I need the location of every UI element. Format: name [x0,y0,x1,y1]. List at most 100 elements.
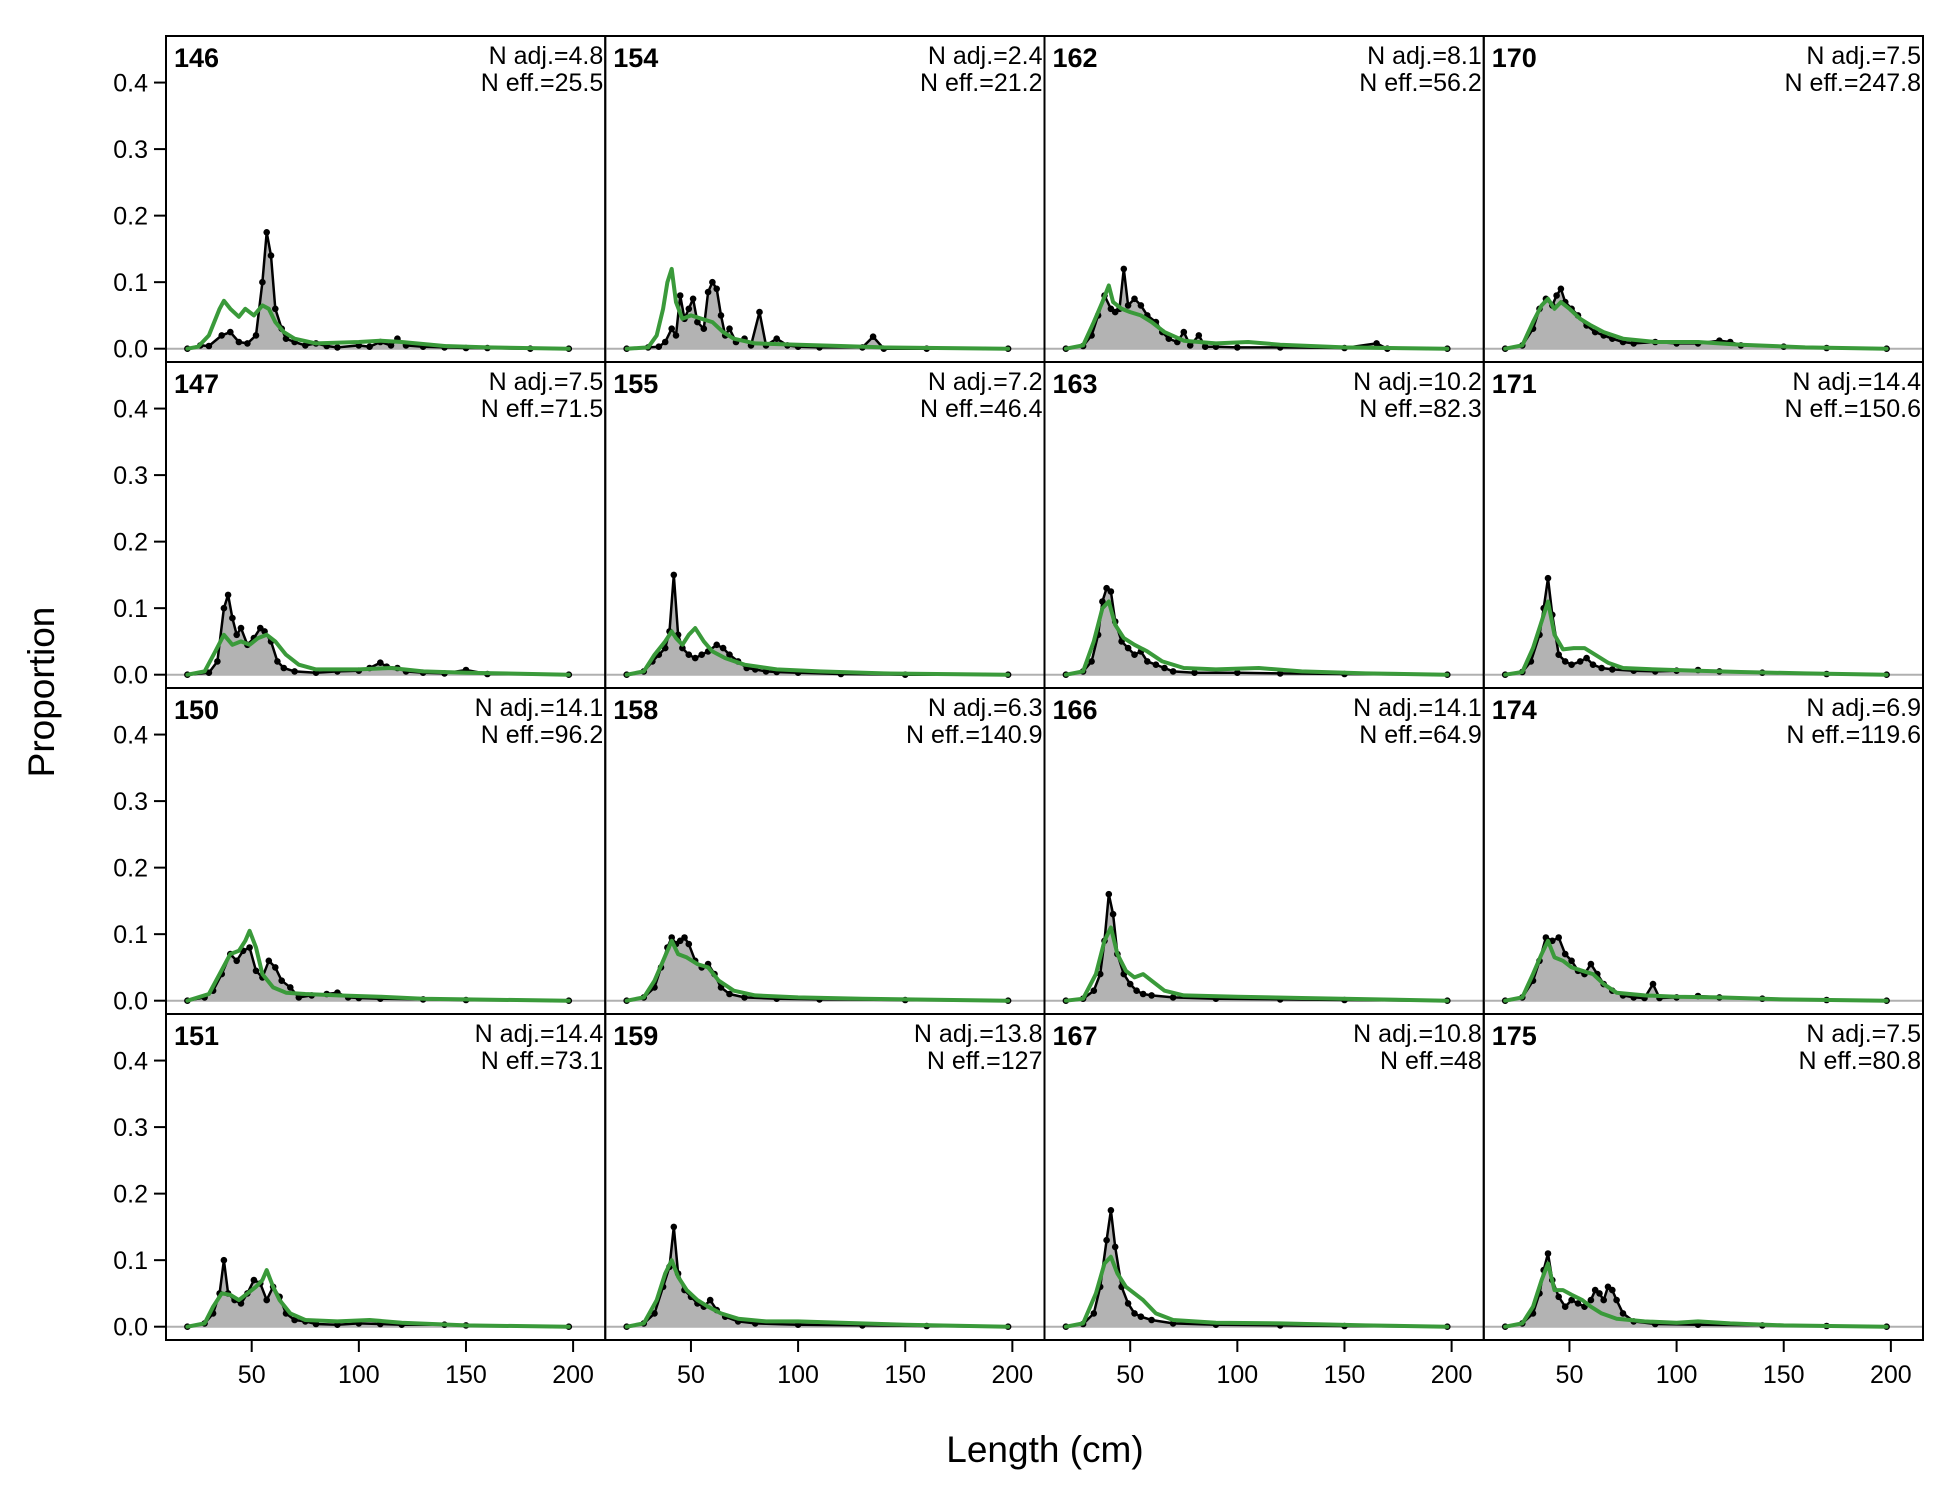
panel-label: 175 [1492,1021,1537,1051]
observed-point [1124,1300,1132,1307]
observed-point [1561,658,1569,665]
panel-n-adj: N adj.=6.3 [928,694,1043,722]
y-tick-label: 0.3 [113,1114,148,1142]
observed-point [1373,340,1380,347]
expected-line [185,1268,571,1329]
observed-area [187,947,569,1001]
y-tick-label: 0.0 [113,662,148,690]
observed-point [250,1276,258,1284]
observed-point [668,325,675,333]
observed-point [235,338,243,346]
panel-n-eff: N eff.=46.4 [920,395,1043,423]
y-tick-label: 0.1 [113,1247,148,1275]
observed-point [1109,910,1117,918]
observed-point [1589,661,1597,668]
observed-point [1120,265,1128,273]
observed-point [726,651,733,658]
observed-point [1165,335,1173,343]
x-tick-label: 150 [445,1361,487,1389]
observed-point [1561,1303,1569,1310]
observed-point [726,990,733,998]
panel-n-eff: N eff.=73.1 [481,1047,604,1075]
y-tick-label: 0.4 [113,396,148,424]
panel-label: 154 [613,43,658,73]
y-axis-title: Proportion [21,607,62,778]
observed-point [1583,654,1590,662]
observed-point [1105,890,1113,898]
observed-point [259,278,266,286]
x-tick-label: 200 [1431,1361,1473,1389]
observed-point [1555,651,1562,658]
panel-n-adj: N adj.=7.5 [489,368,604,396]
panel-n-adj: N adj.=14.4 [1792,368,1921,396]
observed-point [263,1296,271,1304]
x-tick-label: 50 [1556,1361,1584,1389]
panel-n-adj: N adj.=7.2 [928,368,1043,396]
observed-point [366,343,373,351]
observed-point [706,1296,714,1304]
observed-point [869,333,877,341]
expected-line [624,266,1011,351]
observed-point [1555,934,1562,941]
observed-point [263,229,271,236]
observed-point [1568,957,1575,965]
panel-159: 159 N adj.=13.8N eff.=127 [604,1013,1046,1341]
observed-point [1131,1310,1138,1317]
observed-point [1561,950,1569,958]
panel-n-adj: N adj.=13.8 [914,1020,1043,1048]
expected-line [624,938,1011,1003]
observed-point [252,332,260,339]
observed-point [681,934,688,941]
observed-point [1139,990,1147,998]
y-tick-label: 0.0 [113,336,148,364]
panel-167: 167 N adj.=10.8N eff.=48 [1043,1013,1485,1341]
observed-point [651,1310,658,1317]
y-tick-label: 0.4 [113,70,148,98]
observed-point [252,967,260,975]
observed-point [220,1256,228,1264]
observed-area [626,1226,1009,1327]
observed-point [1613,1296,1620,1304]
y-tick-label: 0.4 [113,1048,148,1076]
panel-150: 150 N adj.=14.1N eff.=96.2 [165,687,607,1015]
y-tick-label: 0.3 [113,788,148,816]
panel-n-adj: N adj.=2.4 [928,42,1043,70]
observed-point [1568,1296,1575,1304]
observed-point [291,668,298,675]
observed-point [685,651,693,658]
panel-n-eff: N eff.=247.8 [1785,69,1921,97]
observed-point [773,335,780,343]
panel-label: 162 [1053,43,1098,73]
panel-label: 166 [1053,695,1098,725]
observed-point [1195,332,1203,339]
x-tick-label: 100 [1656,1361,1698,1389]
observed-area [187,232,569,349]
observed-point [1557,285,1565,293]
y-tick-label: 0.2 [113,855,148,883]
observed-line [626,1225,1009,1328]
y-tick-label: 0.0 [113,1314,148,1342]
x-tick-label: 100 [338,1361,380,1389]
observed-point [229,614,236,622]
observed-point [387,342,395,349]
y-tick-label: 0.1 [113,595,148,623]
observed-point [287,984,294,991]
expected-line [1503,1261,1889,1329]
panel-label: 163 [1053,369,1098,399]
observed-point [1553,292,1560,299]
observed-point [700,325,708,333]
panel-label: 174 [1492,695,1537,725]
panel-label: 171 [1492,369,1537,399]
expected-line [1063,1254,1450,1329]
observed-point [713,285,720,293]
observed-point [1107,588,1115,595]
observed-point [1544,1250,1552,1257]
observed-point [1103,1236,1110,1244]
observed-point [1107,1207,1115,1214]
panel-155: 155 N adj.=7.2N eff.=46.4 [604,361,1046,689]
observed-point [205,669,213,676]
observed-point [661,338,669,346]
observed-point [741,994,748,1001]
observed-point [227,328,234,336]
